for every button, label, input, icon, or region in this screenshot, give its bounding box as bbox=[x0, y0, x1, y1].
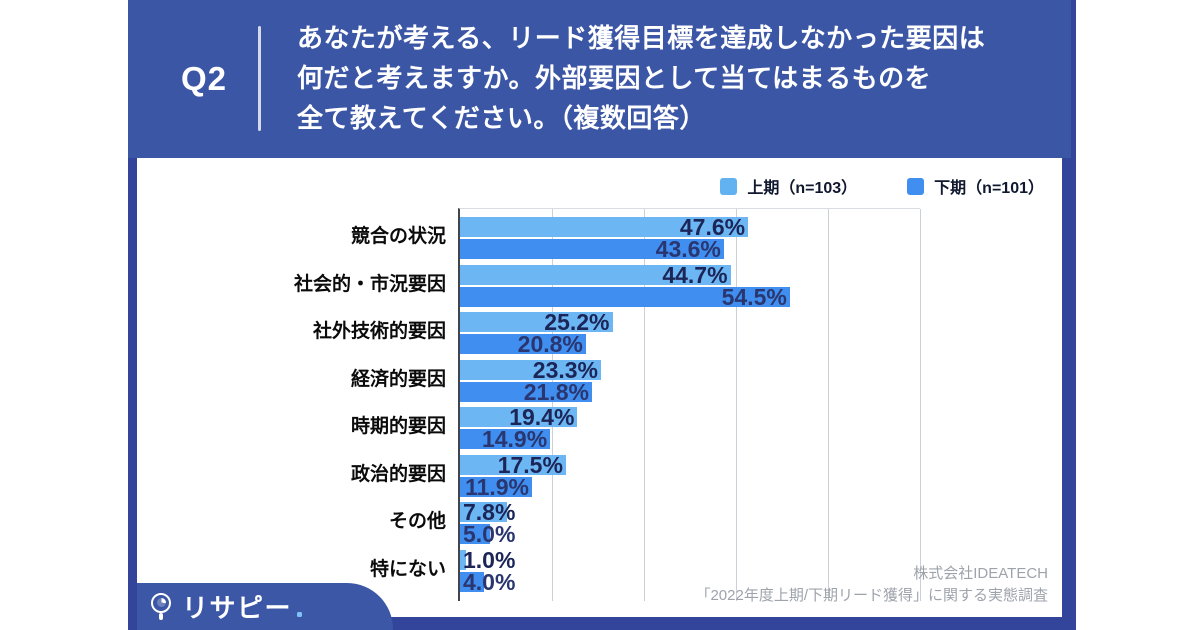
legend: 上期（n=103） 下期（n=101） bbox=[720, 174, 1044, 198]
legend-item-2: 下期（n=101） bbox=[907, 174, 1044, 198]
value-label-下期-4: 21.8% bbox=[523, 378, 589, 405]
value-label-下期-3: 20.8% bbox=[517, 331, 583, 357]
bar-下期-2: 54.5% bbox=[460, 283, 790, 310]
value-label-下期-6: 11.9% bbox=[465, 473, 530, 500]
gridline bbox=[644, 209, 645, 601]
category-label-2: 社会的・市況要因 bbox=[293, 273, 446, 295]
category-label-3: 社外技術的要因 bbox=[312, 321, 446, 342]
chart-card: 上期（n=103） 下期（n=101） 競合の状況社会的・市況要因社外技術的要因経… bbox=[137, 158, 1062, 617]
bar-上期-1: 47.6% bbox=[460, 214, 749, 240]
bar-上期-6: 17.5% bbox=[460, 451, 566, 478]
magnifier-stem bbox=[159, 613, 163, 620]
value-label-上期-5: 19.4% bbox=[509, 404, 575, 430]
value-label-上期-3: 25.2% bbox=[544, 309, 610, 335]
category-label-8: 特にない bbox=[369, 558, 446, 580]
value-label-下期-7: 5.0% bbox=[463, 521, 516, 547]
legend-swatch-2 bbox=[907, 177, 925, 195]
legend-item-1: 上期（n=103） bbox=[720, 174, 857, 198]
question-line-2: 何だと考えますか。外部要因として当てはまるものを bbox=[297, 63, 932, 93]
legend-swatch-1 bbox=[720, 177, 738, 195]
value-label-上期-4: 23.3% bbox=[532, 356, 599, 383]
bar-下期-4: 21.8% bbox=[460, 378, 592, 405]
header: Q2 あなたが考える、リード獲得目標を達成しなかった要因は 何だと考えますか。外… bbox=[128, 0, 1071, 158]
gridline bbox=[920, 209, 921, 601]
source-survey-title: 「2022年度上期/下期リード獲得」に関する実態調査 bbox=[695, 587, 1048, 604]
category-label-7: その他 bbox=[388, 511, 446, 532]
value-label-上期-8: 1.0% bbox=[463, 546, 516, 573]
gridline bbox=[828, 209, 829, 601]
bar-下期-5: 14.9% bbox=[460, 426, 551, 452]
source-company: 株式会社IDEATECH bbox=[913, 565, 1048, 582]
question-number: Q2 bbox=[180, 60, 228, 97]
bar-上期-2: 44.7% bbox=[460, 261, 731, 288]
category-label-6: 政治的要因 bbox=[350, 463, 446, 485]
value-label-上期-2: 44.7% bbox=[662, 261, 728, 288]
category-label-1: 競合の状況 bbox=[350, 226, 446, 247]
bar-下期-6: 11.9% bbox=[460, 473, 533, 500]
value-label-上期-7: 7.8% bbox=[463, 499, 516, 525]
question-line-3: 全て教えてください。（複数回答） bbox=[297, 103, 706, 133]
logo-badge: リサピー bbox=[137, 583, 393, 630]
brand-name: リサピー bbox=[182, 593, 293, 623]
bar-下期-8: 4.0% bbox=[460, 569, 515, 595]
value-label-上期-6: 17.5% bbox=[497, 451, 563, 478]
question-text: あなたが考える、リード獲得目標を達成しなかった要因は 何だと考えますか。外部要因… bbox=[297, 18, 985, 138]
brand-dot bbox=[297, 611, 303, 617]
header-divider bbox=[258, 26, 261, 131]
bar-上期-4: 23.3% bbox=[460, 356, 602, 383]
value-label-上期-1: 47.6% bbox=[679, 214, 746, 240]
magnifier-ring bbox=[151, 592, 171, 613]
bar-下期-3: 20.8% bbox=[460, 331, 586, 357]
question-line-1: あなたが考える、リード獲得目標を達成しなかった要因は bbox=[297, 23, 986, 53]
legend-label-1: 上期（n=103） bbox=[747, 180, 858, 197]
value-label-下期-1: 43.6% bbox=[655, 236, 721, 262]
value-label-下期-5: 14.9% bbox=[481, 426, 548, 452]
gridline bbox=[736, 209, 737, 601]
legend-label-2: 下期（n=101） bbox=[934, 180, 1044, 197]
value-label-下期-2: 54.5% bbox=[721, 283, 787, 310]
category-label-4: 経済的要因 bbox=[350, 368, 446, 390]
plot-area: 47.6% 43.6% 44.7% 54.5% 25.2% 20.8% 23.3% 21.8%… bbox=[458, 208, 921, 601]
bar-上期-5: 19.4% bbox=[460, 404, 578, 430]
bar-下期-1: 43.6% bbox=[460, 236, 724, 262]
category-labels: 競合の状況社会的・市況要因社外技術的要因経済的要因時期的要因政治的要因その他特に… bbox=[137, 158, 446, 617]
bar-上期-7: 7.8% bbox=[460, 499, 515, 525]
value-label-下期-8: 4.0% bbox=[463, 568, 516, 595]
source-attribution: 株式会社IDEATECH 「2022年度上期/下期リード獲得」に関する実態調査 bbox=[695, 563, 1048, 607]
bar-上期-3: 25.2% bbox=[460, 309, 613, 335]
category-label-5: 時期的要因 bbox=[350, 416, 446, 437]
bar-上期-8: 1.0% bbox=[460, 547, 515, 573]
bar-下期-7: 5.0% bbox=[460, 521, 515, 547]
gridline bbox=[552, 209, 553, 601]
magnifier-icon bbox=[150, 591, 174, 623]
